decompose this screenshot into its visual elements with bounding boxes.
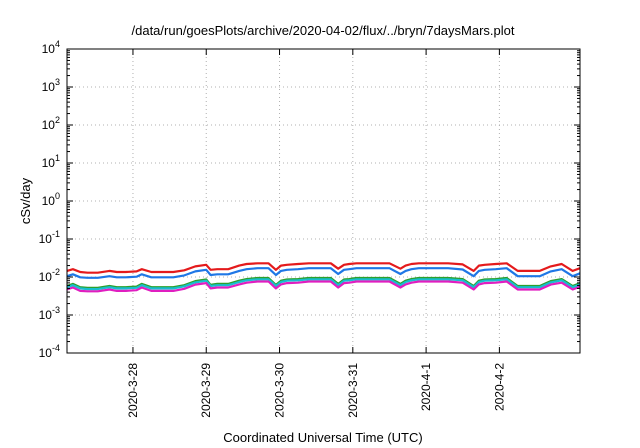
series-line-3	[66, 276, 581, 289]
y-ticks: 10-4 10-3 10-2 10-1 100 101 102 103 104	[39, 39, 580, 360]
series-line-2	[66, 267, 581, 279]
series-line-5	[66, 280, 581, 293]
grid	[67, 49, 580, 353]
y-tick-label: 102	[42, 115, 60, 132]
x-axis-label: Coordinated Universal Time (UTC)	[223, 430, 422, 445]
series-group	[66, 262, 581, 293]
x-tick-label: 2020-3-28	[126, 363, 140, 418]
x-tick-label: 2020-3-30	[273, 363, 287, 418]
y-tick-label: 100	[42, 191, 60, 208]
y-tick-label: 10-2	[39, 267, 60, 284]
y-tick-label: 103	[42, 77, 60, 94]
y-tick-label: 104	[42, 39, 60, 56]
y-tick-label: 10-4	[39, 343, 60, 360]
y-tick-label: 10-1	[39, 229, 60, 246]
series-line-1	[66, 262, 581, 274]
x-tick-label: 2020-3-29	[199, 363, 213, 418]
series-line-4	[66, 278, 581, 291]
y-tick-label: 101	[42, 153, 60, 170]
y-tick-label: 10-3	[39, 305, 60, 322]
x-tick-label: 2020-3-31	[346, 363, 360, 418]
y-axis-label: cSv/day	[18, 177, 33, 224]
x-tick-label: 2020-4-1	[419, 363, 433, 411]
x-ticks: 2020-3-28 2020-3-29 2020-3-30 2020-3-31 2020…	[126, 49, 506, 418]
chart-title: /data/run/goesPlots/archive/2020-04-02/f…	[132, 23, 515, 38]
x-tick-label: 2020-4-2	[492, 363, 506, 411]
